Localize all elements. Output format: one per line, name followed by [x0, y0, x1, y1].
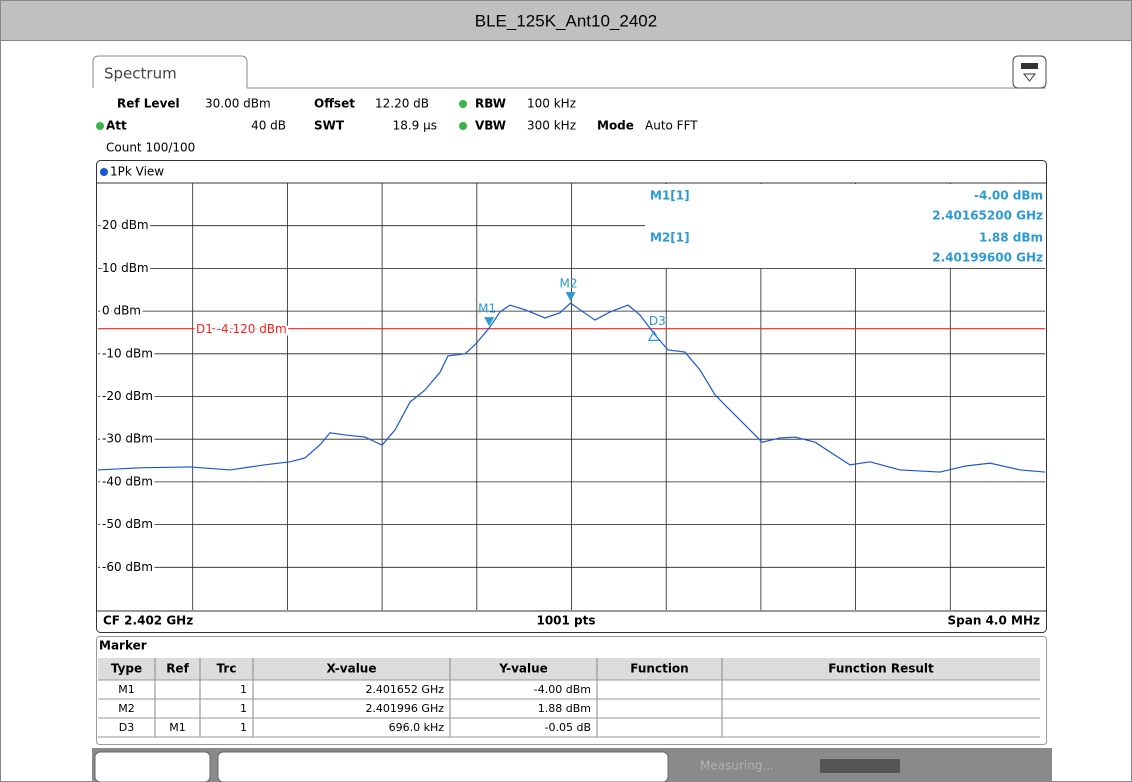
- menu-icon: [1022, 73, 1037, 82]
- marker-label: M1: [478, 302, 496, 316]
- trace-indicator: [100, 168, 108, 176]
- setting-value: 100 kHz: [527, 97, 576, 111]
- y-tick-label: -30 dBm: [102, 432, 153, 446]
- table-cell: 1.88 dBm: [538, 702, 591, 715]
- table-header: Y-value: [498, 662, 548, 676]
- title-bar: [0, 0, 1132, 41]
- trace: [97, 302, 1046, 473]
- view-label: 1Pk View: [110, 165, 164, 179]
- table-cell: D3: [119, 721, 134, 734]
- readout-background: [645, 184, 1045, 268]
- status-text: Measuring...: [700, 759, 774, 773]
- setting-label: RBW: [475, 97, 506, 111]
- table-header: X-value: [327, 662, 377, 676]
- table-header-bg: [98, 658, 1040, 680]
- tab-label[interactable]: Spectrum: [104, 65, 177, 83]
- setting-label: Ref Level: [117, 97, 180, 111]
- readout-frequency: 2.40165200 GHz: [932, 209, 1043, 223]
- table-cell: -4.00 dBm: [534, 683, 591, 696]
- table-cell: 2.401652 GHz: [365, 683, 444, 696]
- tab[interactable]: [92, 55, 248, 88]
- y-tick-label: 10 dBm: [102, 261, 149, 275]
- setting-value: 18.9 µs: [393, 119, 437, 133]
- y-tick-label: -60 dBm: [102, 560, 153, 574]
- setting-value: 30.00 dBm: [205, 97, 271, 111]
- table-cell: 1: [240, 683, 247, 696]
- table-cell: 2.401996 GHz: [365, 702, 444, 715]
- marker: [484, 317, 495, 327]
- table-cell: 1: [240, 702, 247, 715]
- y-tick-label: -40 dBm: [102, 474, 153, 488]
- table-cell: -0.05 dB: [545, 721, 592, 734]
- count: Count 100/100: [106, 141, 195, 155]
- delta-marker: [647, 330, 660, 341]
- points: 1001 pts: [536, 614, 595, 628]
- table-cell: M1: [118, 683, 135, 696]
- menu-button[interactable]: [1012, 55, 1047, 89]
- marker-table-title: Marker: [99, 639, 147, 653]
- setting-label: Offset: [314, 97, 355, 111]
- readout-name: M2[1]: [650, 231, 690, 245]
- center-frequency: CF 2.402 GHz: [103, 614, 193, 628]
- marker: [565, 292, 576, 302]
- setting-label: VBW: [475, 119, 506, 133]
- setting-value: Auto FFT: [645, 119, 698, 133]
- setting-value: 300 kHz: [527, 119, 576, 133]
- marker-label: D3: [649, 314, 666, 328]
- readout-name: M1[1]: [650, 189, 690, 203]
- status-dot: [459, 122, 467, 130]
- table-header: Trc: [217, 662, 237, 676]
- setting-value: 40 dB: [251, 119, 286, 133]
- table-header: Function Result: [828, 662, 934, 676]
- setting-label: Mode: [597, 119, 634, 133]
- status-dot: [96, 122, 104, 130]
- display-line-label: D1 -4.120 dBm: [196, 322, 287, 336]
- y-tick-label: -50 dBm: [102, 517, 153, 531]
- table-header: Ref: [166, 662, 189, 676]
- readout-frequency: 2.40199600 GHz: [932, 251, 1043, 265]
- table-cell: 1: [240, 721, 247, 734]
- setting-label: SWT: [314, 119, 345, 133]
- softkey[interactable]: [217, 751, 669, 782]
- table-cell: M1: [169, 721, 186, 734]
- readout-level: -4.00 dBm: [974, 189, 1043, 203]
- y-tick-label: -20 dBm: [102, 389, 153, 403]
- setting-label: Att: [106, 119, 127, 133]
- readout-level: 1.88 dBm: [979, 231, 1043, 245]
- setting-value: 12.20 dB: [375, 97, 429, 111]
- status-dot: [459, 100, 467, 108]
- y-tick-label: 20 dBm: [102, 218, 149, 232]
- table-header: Function: [630, 662, 688, 676]
- menu-icon: [1021, 63, 1038, 69]
- table-header: Type: [111, 662, 142, 676]
- y-tick-label: 0 dBm: [102, 304, 141, 318]
- title: BLE_125K_Ant10_2402: [475, 11, 657, 30]
- table-cell: M2: [118, 702, 135, 715]
- span: Span 4.0 MHz: [948, 614, 1040, 628]
- y-tick-label: -10 dBm: [102, 346, 153, 360]
- table-cell: 696.0 kHz: [389, 721, 445, 734]
- progress: [820, 759, 900, 773]
- softkey[interactable]: [94, 751, 211, 782]
- marker-label: M2: [560, 277, 578, 291]
